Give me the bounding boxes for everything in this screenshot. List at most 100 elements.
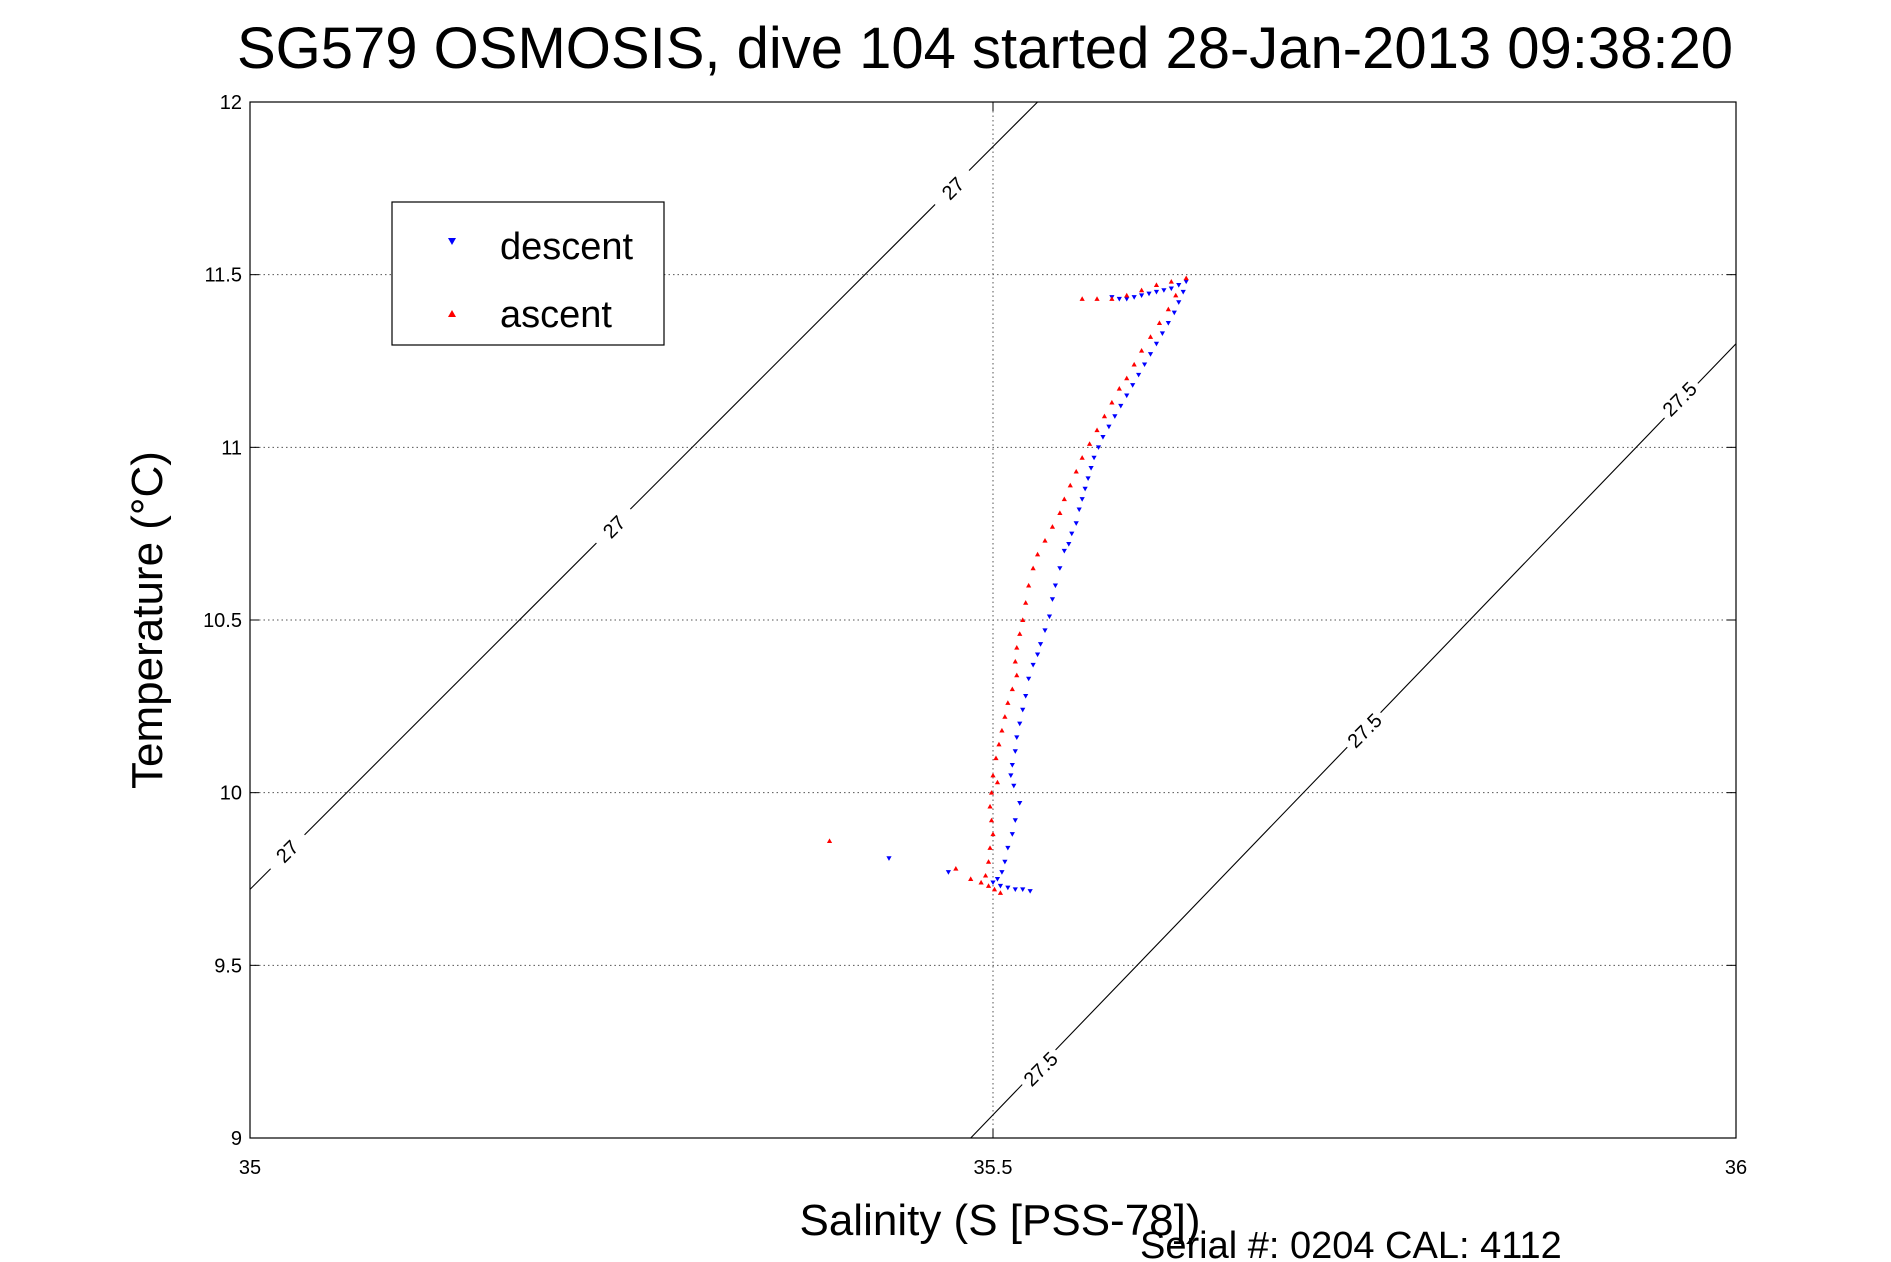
x-tick-label-2: 36: [1725, 1157, 1747, 1179]
y-tick-label-3: 10.5: [203, 610, 242, 632]
point-descent-45: [1026, 676, 1032, 682]
point-ascent-37: [1005, 700, 1011, 705]
point-ascent-5: [1109, 296, 1115, 301]
point-ascent-39: [999, 727, 1005, 733]
point-ascent-46: [988, 817, 995, 823]
y-tick-label-2: 10: [220, 783, 242, 805]
point-descent-20: [1130, 383, 1136, 388]
point-ascent-35: [1014, 672, 1020, 678]
legend-label-descent: descent: [500, 226, 634, 268]
point-descent-6: [1139, 293, 1145, 298]
point-ascent-32: [1017, 631, 1023, 636]
point-descent-24: [1106, 424, 1112, 430]
point-descent-19: [1136, 372, 1142, 378]
isopycnal-label-bg-2: [260, 825, 314, 878]
point-descent-52: [1008, 773, 1014, 778]
point-descent-67: [945, 870, 952, 875]
isopycnal-label-bg-0: [926, 162, 980, 215]
point-descent-14: [1165, 321, 1171, 326]
isopycnal-label-bg-4: [1338, 704, 1391, 757]
chart-title: SG579 OSMOSIS, dive 104 started 28-Jan-2…: [237, 16, 1733, 81]
point-descent-11: [1180, 289, 1186, 295]
serial-cal-text: Serial #: 0204 CAL: 4112: [1140, 1225, 1562, 1262]
point-descent-9: [1116, 296, 1122, 302]
point-descent-28: [1088, 466, 1094, 471]
point-descent-22: [1118, 403, 1124, 409]
point-ascent-8: [1173, 292, 1179, 298]
point-descent-46: [1023, 693, 1029, 699]
isopycnal-label-bg-1: [587, 500, 641, 553]
point-ascent-23: [1061, 496, 1067, 502]
point-descent-13: [1171, 310, 1177, 316]
point-ascent-4: [1124, 292, 1130, 298]
point-descent-32: [1076, 507, 1082, 513]
point-descent-40: [1046, 614, 1053, 620]
point-ascent-40: [996, 741, 1002, 747]
point-descent-7: [1131, 295, 1137, 300]
point-descent-30: [1082, 486, 1088, 492]
y-tick-label-5: 11.5: [205, 265, 242, 287]
point-descent-60: [994, 877, 1001, 882]
point-ascent-34: [1012, 658, 1018, 664]
point-descent-66: [1027, 889, 1033, 894]
point-ascent-31: [1020, 617, 1026, 622]
point-ascent-27: [1034, 551, 1041, 557]
point-descent-0: [1183, 279, 1189, 285]
point-descent-12: [1176, 300, 1182, 305]
point-descent-25: [1100, 434, 1106, 440]
point-descent-1: [1176, 283, 1182, 288]
point-descent-55: [1012, 818, 1018, 823]
point-ascent-49: [985, 859, 992, 864]
point-ascent-47: [990, 831, 996, 837]
point-ascent-20: [1079, 455, 1085, 460]
point-ascent-26: [1042, 537, 1048, 543]
point-ascent-28: [1030, 565, 1036, 571]
isopycnal-label-bg-3: [1653, 372, 1706, 426]
point-ascent-19: [1086, 441, 1093, 446]
point-descent-58: [1002, 859, 1008, 865]
point-descent-8: [1124, 296, 1130, 302]
point-descent-47: [1020, 707, 1026, 713]
point-descent-50: [1012, 749, 1018, 754]
legend: descent ascent: [391, 201, 665, 346]
point-ascent-52: [985, 883, 992, 888]
point-descent-59: [999, 870, 1005, 875]
legend-label-ascent: ascent: [500, 294, 612, 336]
point-descent-44: [1030, 662, 1036, 668]
point-ascent-25: [1049, 524, 1056, 529]
point-ascent-51: [978, 879, 984, 885]
point-ascent-0: [1183, 275, 1189, 281]
point-ascent-2: [1153, 282, 1160, 288]
point-ascent-42: [990, 772, 996, 778]
point-ascent-16: [1109, 399, 1115, 405]
y-tick-label-6: 12: [220, 92, 242, 114]
point-descent-41: [1042, 628, 1048, 633]
point-descent-3: [1161, 288, 1167, 293]
point-descent-33: [1073, 521, 1079, 526]
x-tick-label-1: 35.5: [974, 1157, 1013, 1179]
point-descent-48: [1017, 721, 1023, 727]
point-ascent-48: [987, 845, 993, 850]
point-ascent-15: [1116, 386, 1122, 391]
point-descent-42: [1037, 642, 1044, 647]
point-descent-35: [1066, 542, 1072, 547]
point-descent-57: [1005, 845, 1011, 851]
point-ascent-56: [953, 866, 959, 871]
point-ascent-50: [982, 872, 989, 878]
point-ascent-6: [1094, 296, 1100, 301]
point-descent-43: [1034, 652, 1041, 658]
point-ascent-53: [991, 886, 998, 892]
point-ascent-55: [968, 876, 974, 881]
point-ascent-57: [826, 838, 833, 844]
point-ascent-12: [1139, 348, 1145, 353]
point-descent-21: [1124, 393, 1130, 399]
point-ascent-24: [1057, 510, 1063, 515]
point-descent-2: [1168, 286, 1174, 292]
point-ascent-7: [1079, 296, 1085, 301]
x-axis-label: Salinity (S [PSS-78]): [799, 1196, 1200, 1245]
point-ascent-43: [994, 779, 1001, 785]
legend-box: [391, 201, 665, 346]
data-points: [826, 275, 1189, 895]
point-descent-34: [1069, 531, 1075, 537]
